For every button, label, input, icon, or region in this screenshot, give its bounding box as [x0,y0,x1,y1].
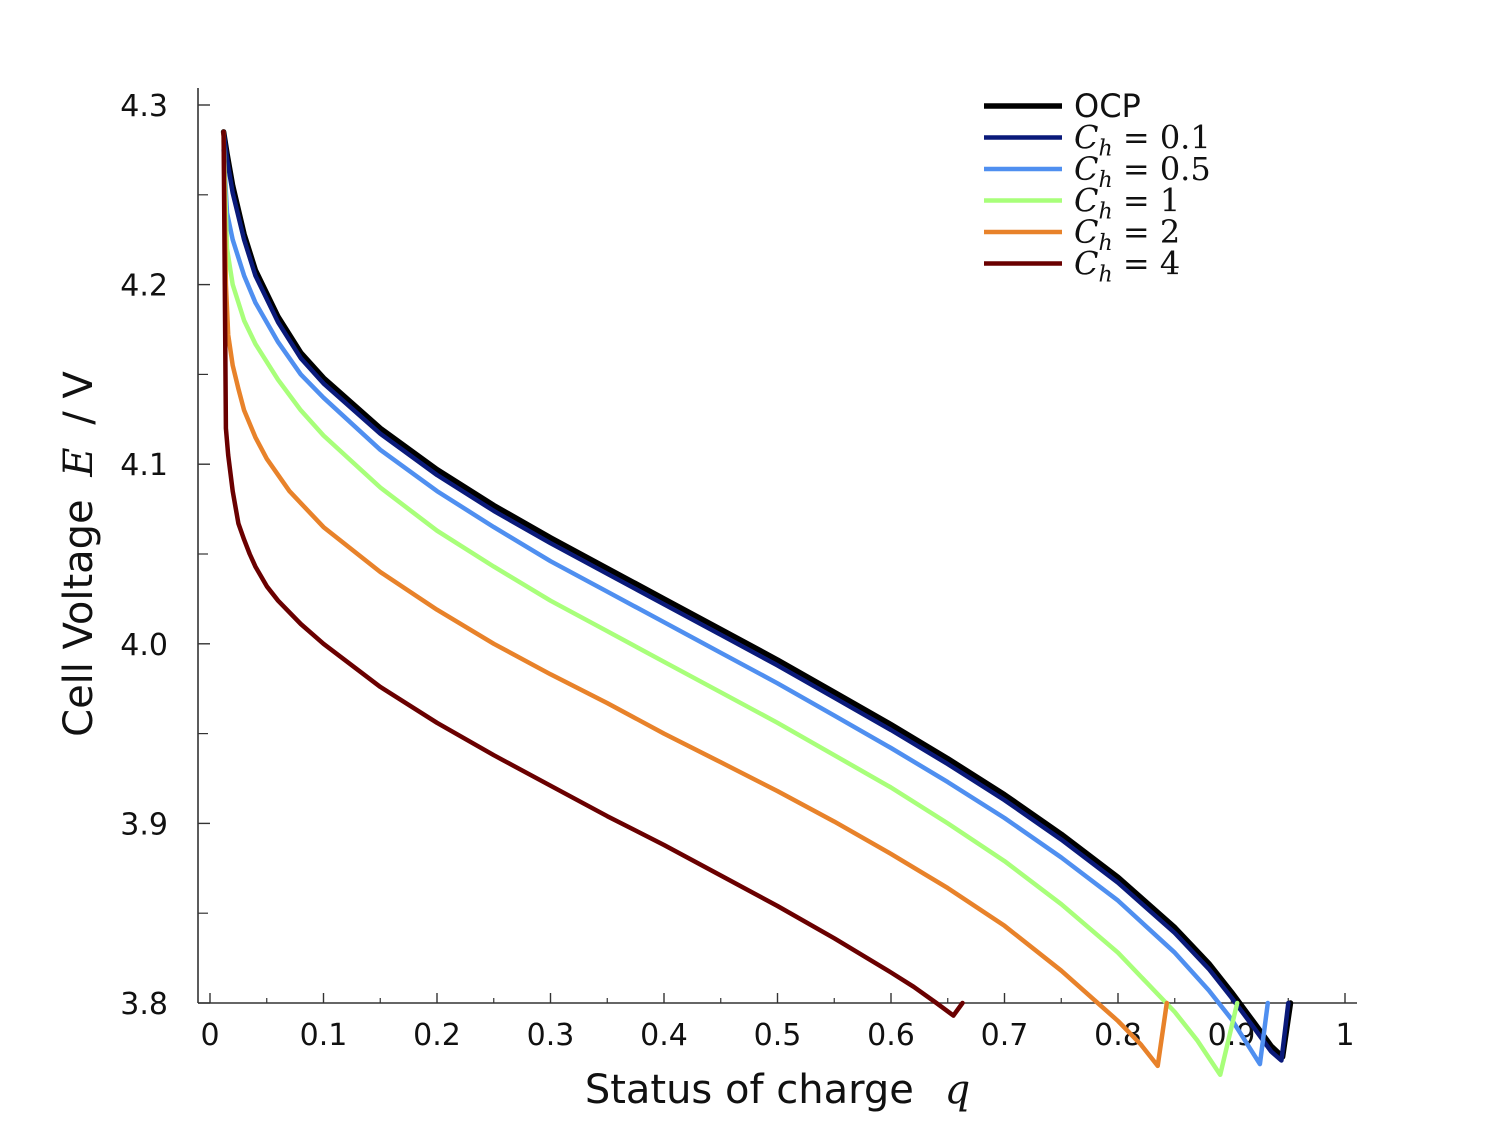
x-tick-label: 0.5 [754,1018,802,1053]
y-axis-label-text: Cell Voltage [56,499,102,737]
series-line-2 [221,147,1271,1067]
legend-label-1: Ch = 0.1 [1074,119,1211,162]
axes [197,88,1357,1004]
x-tick-label: 0.3 [527,1018,575,1053]
y-tick-label: 4.1 [120,448,168,483]
legend-label-5: Ch = 4 [1074,245,1180,288]
x-tick-label: 0.4 [640,1018,688,1053]
y-ticks: 3.8 3.9 4.0 4.1 4.2 4.3 [120,89,210,1022]
legend-label-0: OCP [1074,87,1141,125]
series-line-0 [220,129,1294,1060]
series-line-1 [221,129,1291,1063]
x-axis-label-symbol: q [945,1067,971,1113]
x-axis-label-text: Status of charge [585,1067,914,1113]
y-tick-label: 4.2 [120,269,168,304]
x-tick-label: 0.2 [413,1018,461,1053]
y-axis-label-symbol: E [56,447,102,477]
y-axis-label: Cell Voltage E / V [56,371,102,737]
x-tick-label: 0 [200,1018,219,1053]
y-tick-label: 3.8 [120,987,168,1022]
legend-label-2: Ch = 0.5 [1074,150,1211,193]
y-axis-label-unit: / V [56,371,102,425]
y-tick-label: 4.3 [120,89,168,124]
x-tick-label: 0.7 [981,1018,1029,1053]
x-ticks: 0 0.1 0.2 0.3 0.4 0.5 0.6 0.7 0.8 0.9 1 [200,993,1355,1053]
legend-label-3: Ch = 1 [1074,182,1180,225]
x-tick-label: 0.6 [867,1018,915,1053]
x-tick-label: 0.1 [300,1018,348,1053]
series-line-3 [221,138,1240,1078]
y-tick-label: 3.9 [120,807,168,842]
series-line-4 [221,129,1170,1069]
series-layer [220,129,1294,1078]
x-tick-label: 1 [1335,1018,1354,1053]
series-line-5 [221,129,965,1018]
x-axis-label: Status of charge q [585,1067,970,1113]
y-tick-label: 4.0 [120,628,168,663]
legend-label-4: Ch = 2 [1074,213,1180,256]
